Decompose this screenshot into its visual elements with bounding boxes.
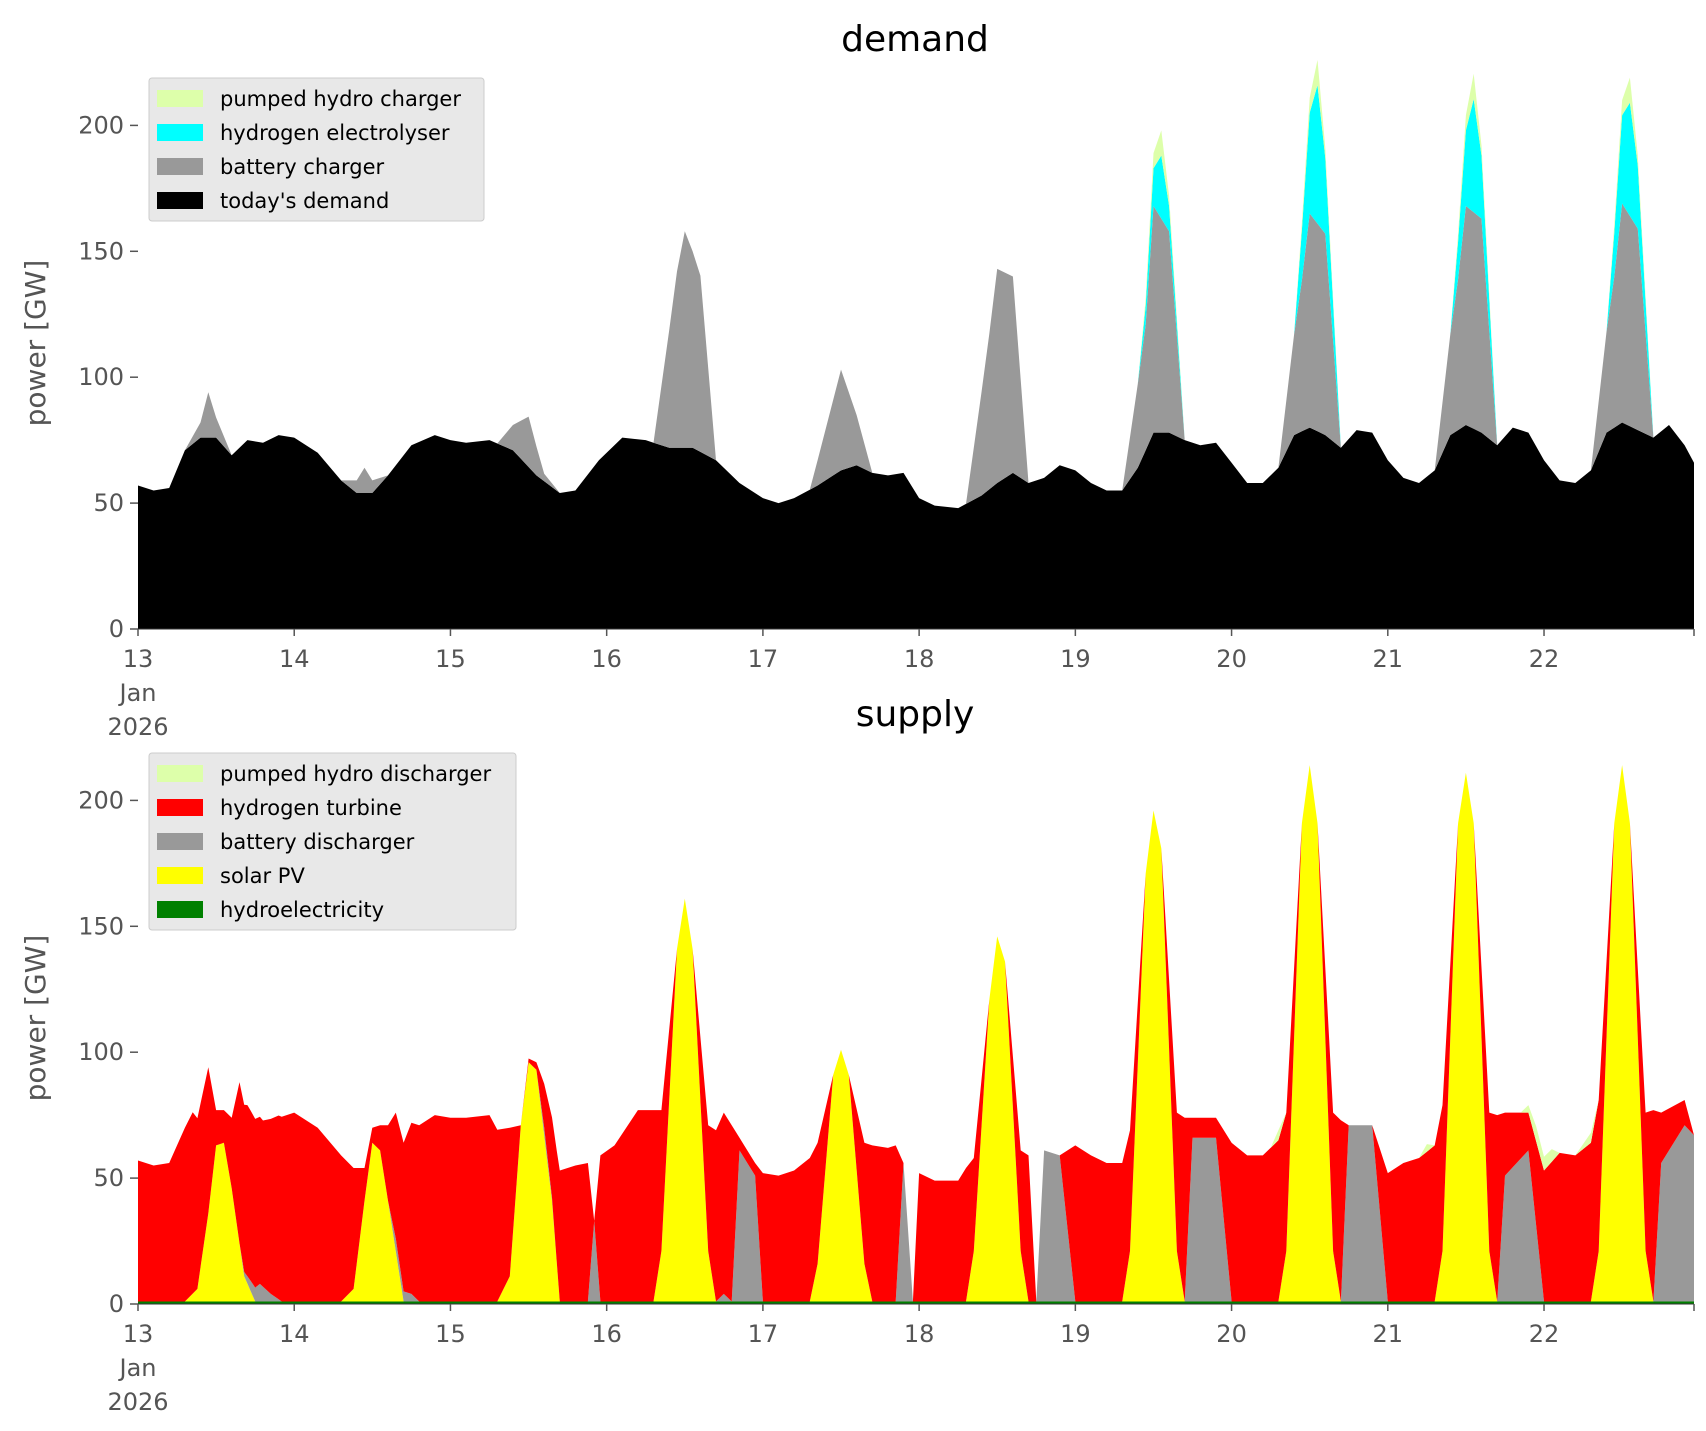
legend-label-todays-demand: today's demand xyxy=(220,189,389,213)
y-tick-label: 150 xyxy=(78,237,124,265)
demand-plot-area xyxy=(138,59,1694,630)
x-tick-label: 17 xyxy=(748,1320,779,1348)
supply-legend: pumped hydro discharger hydrogen turbine… xyxy=(148,752,517,931)
demand-x-ticks: 13 Jan 2026 14 15 16 17 18 19 20 21 22 xyxy=(107,629,1695,741)
area-battery-charger-demand xyxy=(138,203,1694,509)
legend-label-pumped-hydro-discharger: pumped hydro discharger xyxy=(220,762,491,786)
x-tick-label: 21 xyxy=(1373,1320,1404,1348)
legend-swatch-battery-charger xyxy=(157,158,203,175)
x-tick-label: 16 xyxy=(591,645,622,673)
x-tick-label: 13 xyxy=(123,645,154,673)
supply-x-ticks: 13 Jan 2026 14 15 16 17 18 19 20 21 22 xyxy=(107,1304,1695,1416)
x-tick-label: 13 xyxy=(123,1320,154,1348)
x-tick-sublabel: Jan xyxy=(118,679,157,707)
y-tick-label: 50 xyxy=(93,489,124,517)
area-hydrogen-turbine-supply xyxy=(138,765,1694,1302)
legend-label-pumped-hydro-charger: pumped hydro charger xyxy=(220,87,461,111)
x-tick-label: 21 xyxy=(1373,645,1404,673)
y-tick-label: 50 xyxy=(93,1164,124,1192)
demand-y-axis-label: power [GW] xyxy=(19,260,52,427)
x-tick-label: 15 xyxy=(435,1320,466,1348)
demand-y-ticks: 0 50 100 150 200 xyxy=(78,111,138,643)
legend-swatch-hydrogen-turbine xyxy=(157,799,203,816)
x-tick-label: 14 xyxy=(279,1320,310,1348)
x-tick-sublabel: 2026 xyxy=(107,713,168,741)
legend-swatch-solar-pv xyxy=(157,867,203,884)
x-tick-label: 18 xyxy=(904,645,935,673)
area-today-s-demand-demand xyxy=(138,422,1694,629)
x-tick-label: 22 xyxy=(1529,645,1560,673)
legend-swatch-todays-demand xyxy=(157,192,203,209)
y-tick-label: 100 xyxy=(78,363,124,391)
legend-label-hydrogen-turbine: hydrogen turbine xyxy=(220,796,402,820)
demand-chart-title: demand xyxy=(841,19,989,60)
y-tick-label: 150 xyxy=(78,912,124,940)
demand-legend: pumped hydro charger hydrogen electrolys… xyxy=(148,77,485,222)
legend-swatch-hydrogen-electrolyser xyxy=(157,124,203,141)
y-tick-label: 0 xyxy=(109,615,124,643)
x-tick-label: 16 xyxy=(591,1320,622,1348)
x-tick-label: 15 xyxy=(435,645,466,673)
area-hydroelectricity-supply xyxy=(138,1301,1694,1304)
legend-label-battery-charger: battery charger xyxy=(220,155,385,179)
supply-chart-title: supply xyxy=(856,694,975,735)
legend-swatch-battery-discharger xyxy=(157,833,203,850)
x-tick-label: 20 xyxy=(1216,1320,1247,1348)
area-hydrogen-electrolyser-demand xyxy=(138,85,1694,509)
x-tick-label: 22 xyxy=(1529,1320,1560,1348)
supply-y-axis-label: power [GW] xyxy=(19,935,52,1102)
supply-chart: supply power [GW] 0 50 100 150 200 13 Jan 2026… xyxy=(19,694,1695,1416)
legend-swatch-hydroelectricity xyxy=(157,901,203,918)
x-tick-label: 19 xyxy=(1060,645,1091,673)
demand-chart: demand power [GW] 0 50 100 150 200 13 Jan 2026… xyxy=(19,19,1695,741)
x-tick-label: 20 xyxy=(1216,645,1247,673)
x-tick-sublabel: 2026 xyxy=(107,1388,168,1416)
area-solar-pv-supply xyxy=(138,765,1694,1302)
legend-label-hydroelectricity: hydroelectricity xyxy=(220,898,384,922)
legend-label-solar-pv: solar PV xyxy=(220,864,305,888)
supply-y-ticks: 0 50 100 150 200 xyxy=(78,786,138,1318)
y-tick-label: 200 xyxy=(78,111,124,139)
y-tick-label: 0 xyxy=(109,1290,124,1318)
legend-label-battery-discharger: battery discharger xyxy=(220,830,415,854)
area-battery-discharger-supply xyxy=(138,765,1694,1302)
x-tick-label: 19 xyxy=(1060,1320,1091,1348)
legend-label-hydrogen-electrolyser: hydrogen electrolyser xyxy=(220,121,450,145)
x-tick-sublabel: Jan xyxy=(118,1354,157,1382)
demand-legend-box xyxy=(148,77,485,222)
legend-swatch-pumped-hydro-charger xyxy=(157,90,203,107)
x-tick-label: 18 xyxy=(904,1320,935,1348)
supply-legend-box xyxy=(148,752,517,931)
y-tick-label: 200 xyxy=(78,786,124,814)
x-tick-label: 17 xyxy=(748,645,779,673)
legend-swatch-pumped-hydro-discharger xyxy=(157,765,203,782)
y-tick-label: 100 xyxy=(78,1038,124,1066)
supply-plot-area xyxy=(138,765,1694,1305)
x-tick-label: 14 xyxy=(279,645,310,673)
